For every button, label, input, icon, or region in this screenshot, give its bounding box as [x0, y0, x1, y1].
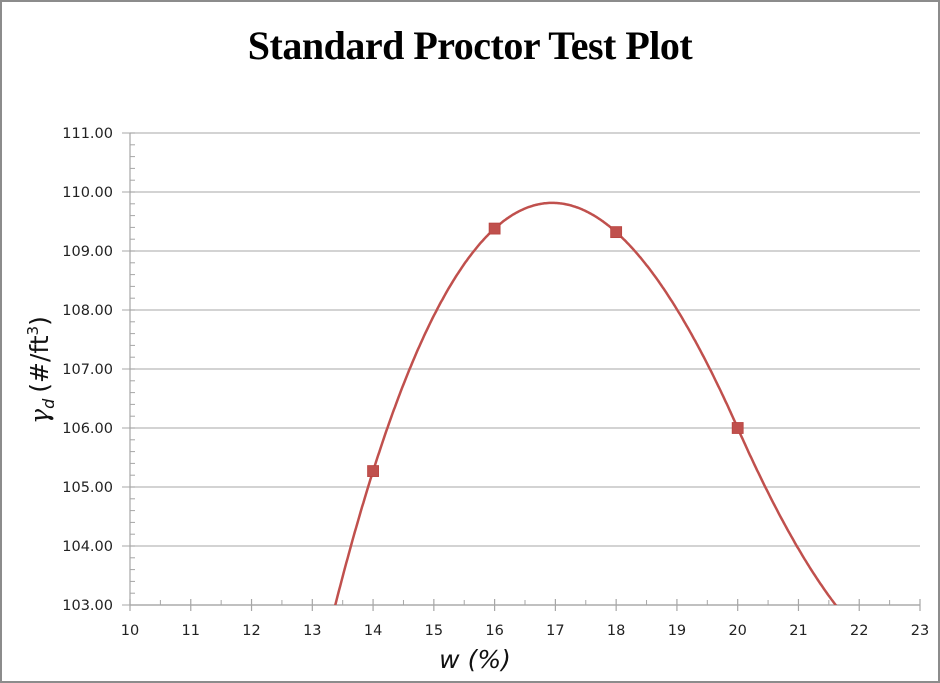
- x-tick-label: 22: [850, 623, 868, 639]
- x-tick-label: 16: [485, 623, 503, 639]
- data-point-marker: [488, 222, 501, 235]
- x-tick-label: 21: [789, 623, 807, 639]
- x-tick-label: 11: [182, 623, 200, 639]
- x-tick-label: 20: [728, 623, 746, 639]
- gridlines: [122, 132, 920, 606]
- x-tick-label: 13: [303, 623, 321, 639]
- x-tick-label: 14: [364, 623, 382, 639]
- y-tick-label: 110.00: [62, 185, 113, 201]
- data-point-marker: [367, 465, 379, 477]
- x-tick-label: 23: [911, 623, 929, 639]
- data-points: [367, 222, 744, 477]
- x-tick-label: 18: [607, 623, 625, 639]
- x-tick-label: 15: [425, 623, 443, 639]
- y-tick-label: 107.00: [62, 362, 113, 378]
- y-tick-label: 105.00: [62, 480, 113, 496]
- y-tick-label: 103.00: [62, 598, 113, 614]
- y-axis-title: γd(#/ft3): [24, 316, 58, 424]
- x-tick-label: 19: [668, 623, 686, 639]
- y-tick-label: 106.00: [62, 421, 113, 437]
- tick-labels: 103.00 104.00 105.00 106.00 107.00 108.00 109.…: [62, 126, 929, 639]
- svg-text:γd(#/ft3): γd(#/ft3): [24, 316, 58, 424]
- y-tick-label: 111.00: [62, 126, 113, 142]
- x-tick-label: 12: [242, 623, 260, 639]
- x-axis-title: w (%): [439, 645, 511, 674]
- data-point-marker: [731, 422, 744, 434]
- y-tick-label: 104.00: [62, 539, 113, 555]
- x-tick-label: 10: [121, 623, 139, 639]
- y-tick-label: 109.00: [62, 244, 113, 260]
- data-point-marker: [610, 226, 623, 239]
- x-tick-label: 17: [546, 623, 564, 639]
- y-tick-label: 108.00: [62, 303, 113, 319]
- axis-ticks: [129, 132, 921, 611]
- trendline: [334, 201, 838, 605]
- chart-title: Standard Proctor Test Plot: [247, 23, 693, 68]
